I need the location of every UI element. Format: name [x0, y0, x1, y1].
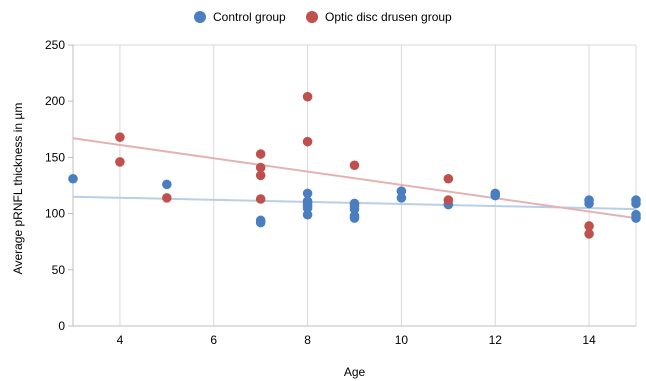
- drusen-group-point: [584, 229, 594, 239]
- x-tick-label: 4: [117, 333, 124, 347]
- legend: Control group Optic disc drusen group: [194, 10, 452, 24]
- x-tick-label: 8: [304, 333, 311, 347]
- drusen-group-point: [255, 194, 266, 204]
- y-axis-title: Average pRNFL thickness in µm: [11, 103, 25, 275]
- control-group-point: [349, 204, 360, 214]
- x-tick-label: 12: [489, 333, 503, 347]
- drusen-group-point: [115, 157, 125, 167]
- legend-marker: [194, 11, 206, 23]
- legend-label: Optic disc drusen group: [325, 10, 452, 24]
- drusen-group-point: [302, 136, 313, 147]
- x-tick-label: 14: [582, 333, 596, 347]
- y-tick-label: 200: [45, 94, 65, 108]
- x-axis-title: Age: [344, 365, 366, 379]
- drusen-group-point: [115, 132, 125, 142]
- y-tick-label: 150: [45, 150, 65, 164]
- axes: [68, 44, 636, 327]
- grid: [73, 44, 637, 326]
- drusen-group-point: [443, 195, 454, 205]
- control-group-point: [349, 213, 360, 223]
- drusen-group-point: [584, 221, 594, 231]
- trendline: [72, 137, 637, 220]
- control-group-point: [255, 217, 266, 228]
- control-group-point: [631, 198, 641, 209]
- legend-label: Control group: [213, 10, 286, 24]
- control-group-point: [396, 193, 407, 203]
- y-tick-label: 100: [45, 207, 65, 221]
- tick-labels: 4 6 8 10 12 14 0 50 100 150 200 250: [45, 38, 596, 347]
- control-group-point: [162, 179, 172, 190]
- x-tick-label: 6: [210, 333, 217, 347]
- control-group-point: [490, 190, 501, 201]
- drusen-group-point: [255, 162, 266, 173]
- drusen-group-point: [302, 91, 313, 102]
- drusen-group-point: [255, 170, 266, 181]
- drusen-group-point: [162, 193, 172, 203]
- x-tick-label: 10: [395, 333, 409, 347]
- y-tick-label: 250: [45, 38, 65, 52]
- drusen-group-point: [255, 149, 266, 159]
- control-group-point: [396, 186, 407, 196]
- drusen-group-point: [443, 173, 454, 184]
- drusen-group-point: [349, 160, 360, 171]
- legend-marker: [306, 11, 318, 23]
- y-tick-label: 0: [58, 319, 65, 333]
- y-tick-label: 50: [52, 263, 66, 277]
- control-group-point: [584, 198, 594, 209]
- control-group-point: [68, 173, 78, 184]
- data-points: [68, 91, 641, 239]
- control-group-point: [302, 209, 313, 220]
- control-group-point: [302, 203, 313, 213]
- control-group-point: [302, 188, 313, 199]
- control-group-point: [631, 213, 641, 223]
